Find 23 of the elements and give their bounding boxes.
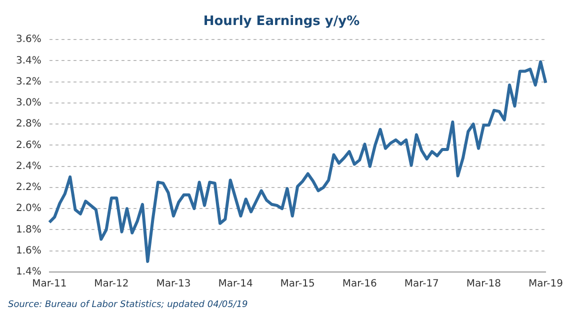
y-tick-label: 3.4% (16, 55, 42, 66)
y-tick-label: 3.6% (16, 34, 42, 46)
y-tick-label: 2.2% (16, 182, 42, 194)
x-tick-label: Mar-16 (342, 278, 377, 290)
y-tick-label: 2.8% (16, 118, 42, 130)
y-tick-label: 2.4% (16, 160, 42, 172)
y-tick-label: 1.6% (16, 245, 42, 256)
y-tick-label: 3.0% (16, 98, 42, 109)
y-tick-label: 1.4% (16, 266, 42, 278)
x-tick-label: Mar-18 (466, 278, 501, 290)
x-tick-label: Mar-17 (404, 278, 439, 290)
y-tick-label: 3.2% (16, 76, 42, 88)
x-tick-label: Mar-19 (528, 278, 563, 290)
y-tick-label: 1.8% (16, 224, 42, 236)
y-tick-label: 2.6% (16, 140, 42, 151)
x-tick-label: Mar-14 (218, 278, 253, 290)
x-tick-label: Mar-15 (280, 278, 315, 290)
x-tick-label: Mar-11 (32, 278, 67, 290)
y-tick-label: 2.0% (16, 203, 42, 214)
source-note: Source: Bureau of Labor Statistics; updated 04/05/19 (8, 300, 249, 310)
x-tick-label: Mar-13 (156, 278, 191, 290)
chart-title: Hourly Earnings y/y% (203, 14, 360, 30)
x-tick-label: Mar-12 (94, 278, 129, 290)
